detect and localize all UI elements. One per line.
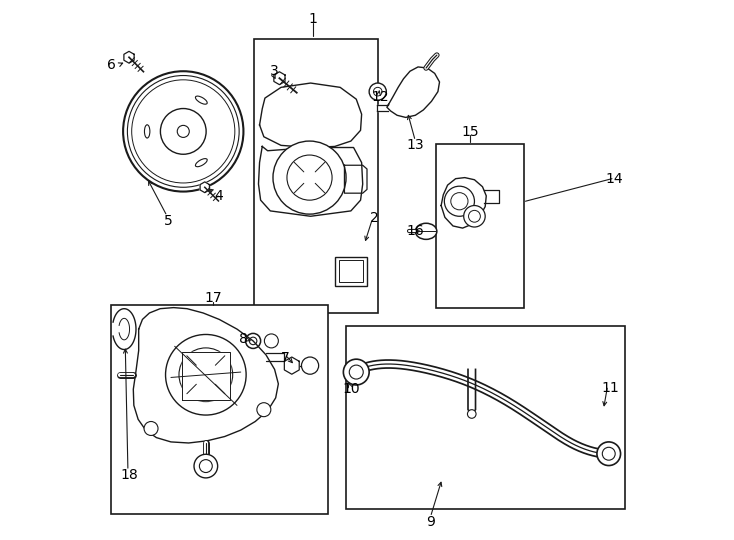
Text: 14: 14: [606, 172, 623, 186]
Circle shape: [246, 333, 261, 348]
Text: 10: 10: [343, 382, 360, 396]
Text: 8: 8: [239, 332, 248, 346]
Text: 1: 1: [309, 11, 318, 25]
Text: 2: 2: [370, 212, 379, 225]
Circle shape: [179, 348, 233, 402]
Circle shape: [250, 337, 257, 345]
Text: 17: 17: [204, 292, 222, 306]
Polygon shape: [181, 352, 230, 400]
Circle shape: [468, 410, 476, 418]
Circle shape: [123, 71, 244, 192]
Text: 5: 5: [164, 214, 172, 227]
Text: 18: 18: [120, 468, 138, 482]
Text: 6: 6: [107, 58, 116, 72]
Circle shape: [192, 361, 219, 388]
Polygon shape: [200, 182, 209, 193]
Circle shape: [200, 460, 212, 472]
Circle shape: [194, 454, 218, 478]
Circle shape: [349, 365, 363, 379]
Circle shape: [257, 403, 271, 417]
Polygon shape: [258, 146, 363, 217]
Circle shape: [177, 125, 189, 137]
Text: 12: 12: [371, 90, 389, 104]
Circle shape: [273, 141, 346, 214]
Polygon shape: [387, 67, 440, 117]
Bar: [339, 260, 363, 282]
Text: 3: 3: [270, 64, 279, 78]
Ellipse shape: [415, 223, 437, 239]
Polygon shape: [284, 357, 299, 374]
Polygon shape: [134, 308, 278, 443]
Polygon shape: [344, 165, 367, 193]
Polygon shape: [274, 72, 285, 85]
Text: 11: 11: [601, 381, 619, 395]
Circle shape: [468, 211, 480, 222]
Circle shape: [302, 357, 319, 374]
Text: 4: 4: [214, 189, 223, 203]
Circle shape: [287, 155, 332, 200]
Bar: [111, 305, 328, 515]
Circle shape: [369, 83, 386, 100]
Text: 7: 7: [281, 351, 290, 365]
Text: 16: 16: [407, 224, 424, 238]
Polygon shape: [124, 51, 134, 63]
Polygon shape: [441, 178, 486, 228]
Circle shape: [344, 359, 369, 385]
Circle shape: [264, 334, 278, 348]
Circle shape: [444, 186, 474, 217]
Bar: [346, 326, 625, 509]
Text: 15: 15: [462, 125, 479, 139]
Polygon shape: [113, 309, 136, 349]
Polygon shape: [484, 191, 498, 204]
Text: 13: 13: [407, 138, 424, 152]
Bar: [254, 39, 378, 313]
Circle shape: [374, 87, 382, 96]
Bar: [436, 144, 524, 308]
Polygon shape: [260, 83, 362, 147]
Circle shape: [451, 193, 468, 210]
Circle shape: [597, 442, 620, 465]
Circle shape: [166, 334, 246, 415]
Polygon shape: [266, 353, 281, 361]
Circle shape: [603, 447, 615, 460]
Circle shape: [161, 109, 206, 154]
Text: 9: 9: [426, 516, 435, 530]
Bar: [335, 256, 367, 286]
Polygon shape: [377, 105, 388, 111]
Circle shape: [464, 206, 485, 227]
Circle shape: [144, 422, 158, 435]
